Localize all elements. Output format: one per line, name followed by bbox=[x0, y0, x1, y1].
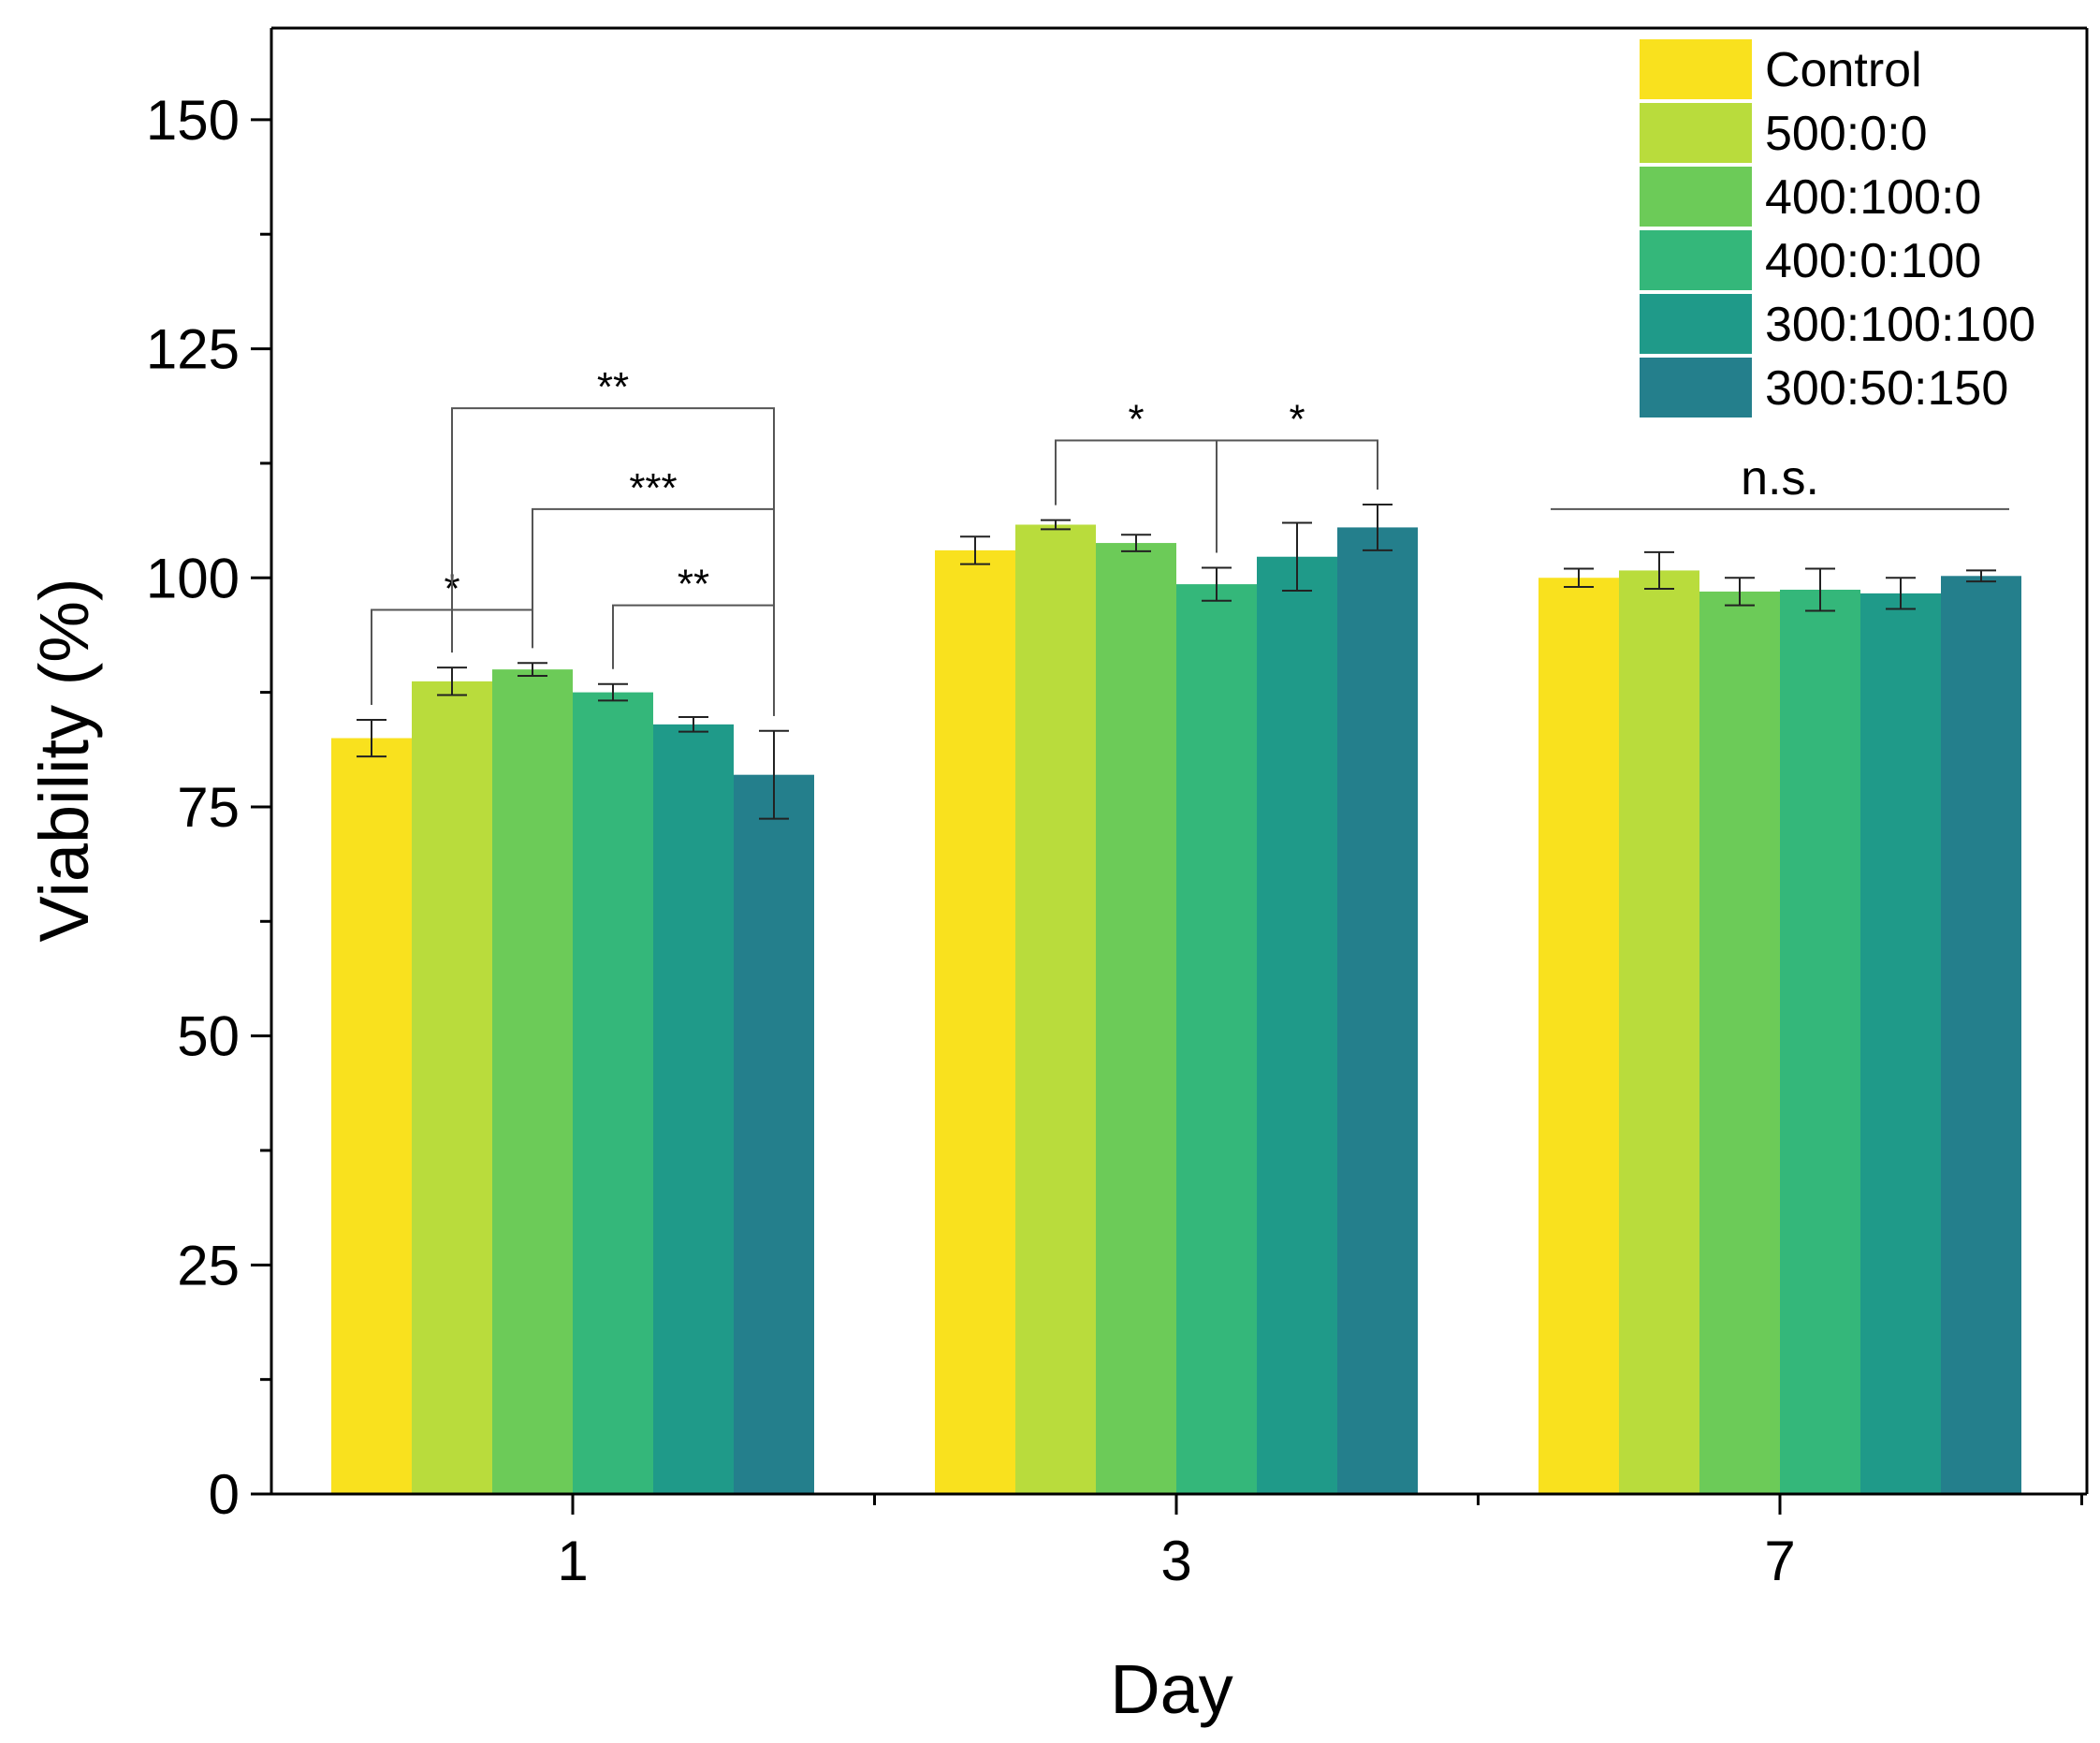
bar bbox=[1860, 593, 1941, 1494]
bar bbox=[734, 774, 814, 1494]
legend-swatch bbox=[1640, 103, 1752, 163]
ns-label: n.s. bbox=[1741, 451, 1819, 505]
y-tick-label: 25 bbox=[177, 1234, 240, 1296]
y-axis-title: Viability (%) bbox=[25, 578, 103, 942]
significance-label: *** bbox=[629, 465, 677, 511]
axes-layer: 0 25 50 75 100 125 150 1 3 7 bbox=[146, 26, 2089, 1592]
plot-layer: ********* *n.s. bbox=[331, 364, 2021, 1495]
bar bbox=[1619, 570, 1699, 1494]
bar bbox=[1941, 576, 2021, 1494]
legend-label: 500:0:0 bbox=[1765, 107, 1928, 161]
bar bbox=[331, 738, 412, 1494]
bar bbox=[573, 692, 653, 1494]
significance-label: * bbox=[1289, 396, 1305, 442]
y-tick-label: 150 bbox=[146, 89, 240, 152]
bar bbox=[1539, 578, 1619, 1494]
bar bbox=[1699, 591, 1780, 1494]
bar bbox=[492, 669, 573, 1494]
significance-bracket bbox=[1216, 439, 1378, 553]
bar bbox=[412, 681, 492, 1494]
legend-label: 400:0:100 bbox=[1765, 234, 1981, 288]
legend-label: 300:100:100 bbox=[1765, 298, 2035, 352]
legend-label: Control bbox=[1765, 43, 1922, 97]
y-tick-label: 125 bbox=[146, 318, 240, 381]
legend: Control 500:0:0 400:100:0 400:0:100 300:100:… bbox=[1640, 39, 2035, 417]
y-tick-label: 0 bbox=[209, 1463, 240, 1526]
significance-bracket bbox=[612, 604, 775, 716]
bar bbox=[1176, 584, 1257, 1494]
bar bbox=[1337, 527, 1418, 1495]
legend-swatch bbox=[1640, 167, 1752, 227]
significance-label: * bbox=[1128, 396, 1144, 442]
x-axis-title: Day bbox=[1110, 1650, 1233, 1728]
significance-label: ** bbox=[597, 364, 629, 410]
legend-swatch bbox=[1640, 230, 1752, 290]
x-tick-label: 3 bbox=[1160, 1530, 1191, 1592]
bar bbox=[1096, 543, 1176, 1494]
legend-swatch bbox=[1640, 39, 1752, 99]
y-tick-label: 50 bbox=[177, 1005, 240, 1068]
legend-label: 400:100:0 bbox=[1765, 170, 1981, 225]
bar bbox=[1015, 524, 1096, 1495]
y-tick-label: 75 bbox=[177, 776, 240, 839]
bar bbox=[1257, 556, 1337, 1494]
legend-swatch bbox=[1640, 294, 1752, 354]
significance-label: ** bbox=[678, 562, 709, 608]
x-tick-label: 1 bbox=[557, 1530, 588, 1592]
x-tick-label: 7 bbox=[1764, 1530, 1795, 1592]
legend-swatch bbox=[1640, 358, 1752, 417]
y-tick-label: 100 bbox=[146, 547, 240, 609]
bar bbox=[935, 549, 1015, 1494]
bar bbox=[653, 724, 734, 1494]
legend-label: 300:50:150 bbox=[1765, 361, 2008, 416]
bar bbox=[1780, 589, 1860, 1494]
